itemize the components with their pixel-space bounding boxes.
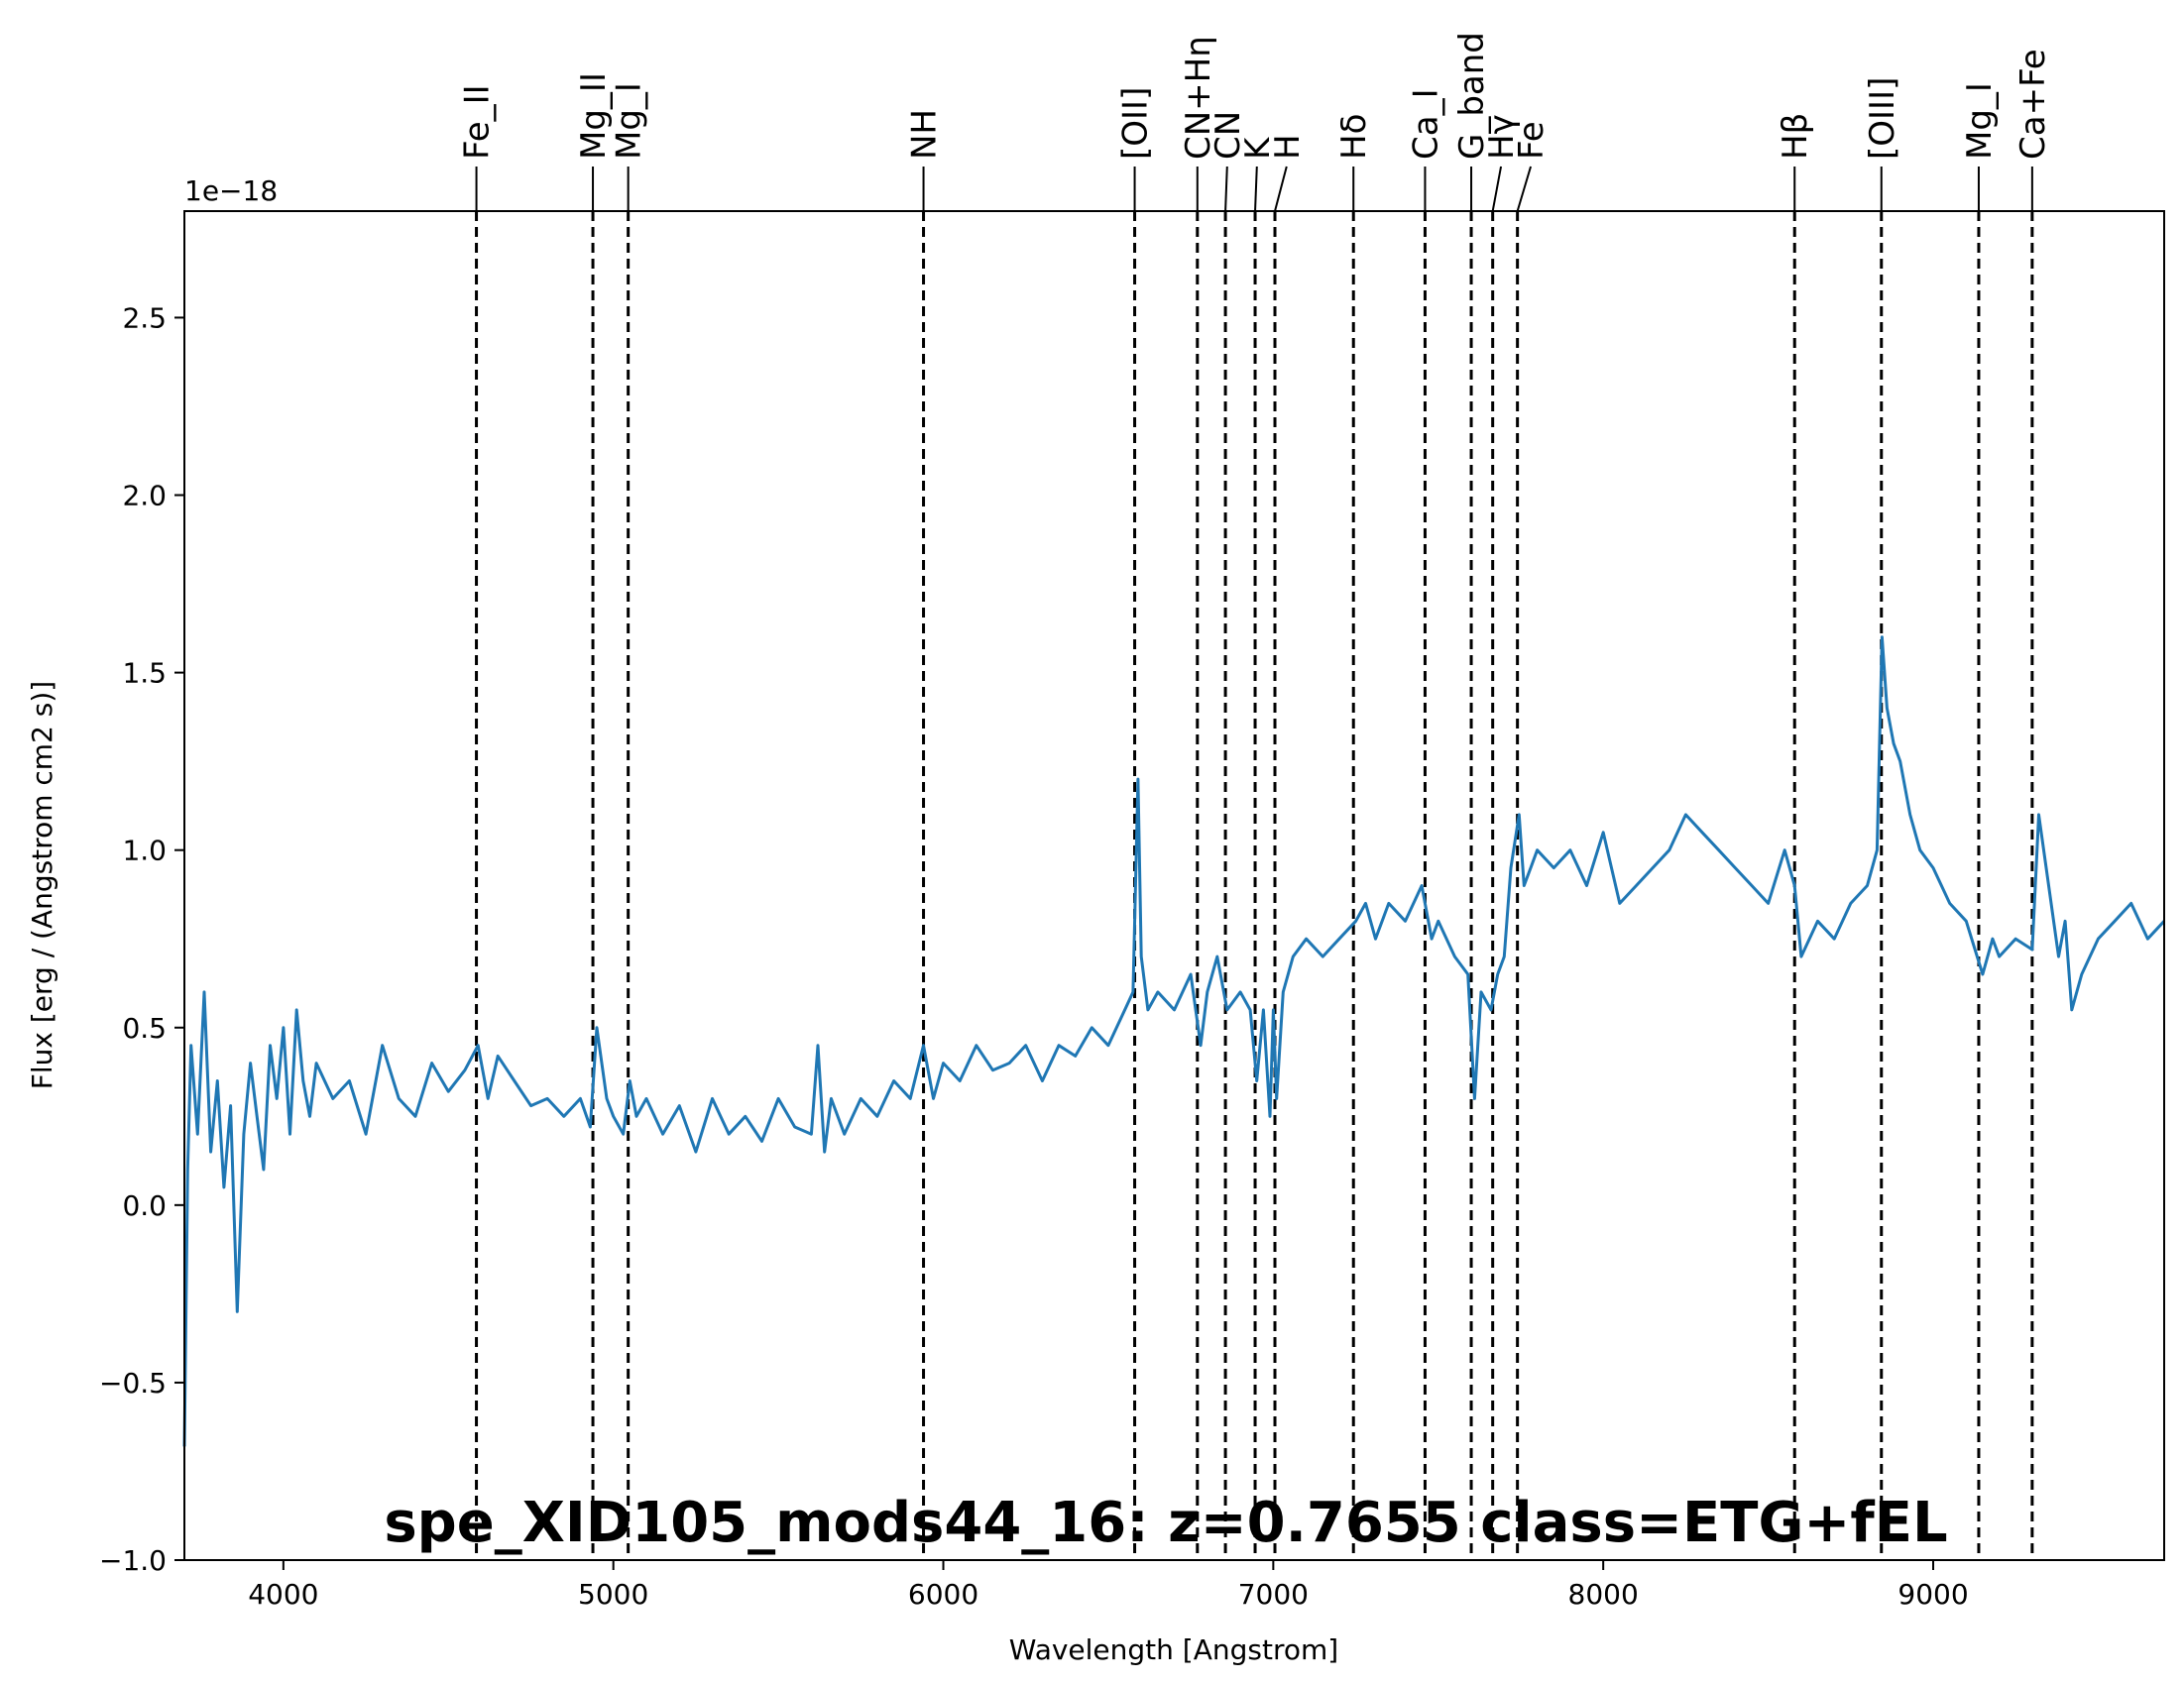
y-tick-label: 0.5 (122, 1012, 167, 1045)
x-tick-label: 5000 (578, 1578, 648, 1611)
y-tick-label: 1.5 (122, 657, 167, 690)
x-tick-label: 4000 (248, 1578, 318, 1611)
plot-frame (183, 210, 2165, 1561)
line-marker-label: Hβ (1776, 113, 1815, 160)
y-tick-label: −1.0 (99, 1544, 167, 1577)
line-marker-label: Ca+Fe (2013, 49, 2053, 160)
line-marker-leader (1254, 166, 1258, 212)
line-marker-label: K (1238, 136, 1278, 160)
line-marker-label: Fe (1512, 121, 1552, 160)
line-marker-label: H (1268, 134, 1308, 160)
line-marker-label: Hγ (1482, 114, 1522, 160)
x-tick-label: 6000 (908, 1578, 978, 1611)
y-tick-label: −0.5 (99, 1367, 167, 1400)
y-tick-label: 2.5 (122, 301, 167, 334)
y-axis-ticks: −1.0 −0.5 0.0 0.5 1.0 1.5 2.0 2.5 (99, 301, 184, 1577)
x-tick-label: 7000 (1238, 1578, 1309, 1611)
y-tick-label: 1.0 (122, 835, 167, 867)
line-marker-leader (1516, 166, 1533, 212)
x-axis-label: Wavelength [Angstrom] (1009, 1633, 1338, 1666)
spectrum-series-line (182, 635, 2166, 1447)
line-marker-label: Mg_I (1960, 82, 2000, 160)
spectral-line-markers (475, 166, 2034, 1560)
y-offset-label: 1e−18 (184, 174, 278, 207)
x-tick-label: 8000 (1568, 1578, 1639, 1611)
x-tick-label: 9000 (1897, 1578, 1968, 1611)
y-axis-label: Flux [erg / (Angstrom cm2 s)] (26, 681, 58, 1089)
line-marker-label: [OII] (1116, 87, 1156, 160)
line-marker-leader (1274, 166, 1288, 212)
line-marker-label: Hδ (1334, 114, 1374, 160)
line-marker-label: Fe_II (458, 84, 498, 160)
x-axis-ticks: 4000 5000 6000 7000 8000 9000 (248, 1560, 1969, 1611)
line-marker-label: G_band (1452, 32, 1492, 160)
line-marker-label: Ca_I (1406, 88, 1445, 160)
line-marker-label: NH (905, 109, 945, 160)
y-tick-label: 2.0 (122, 480, 167, 512)
y-tick-label: 0.0 (122, 1189, 167, 1222)
line-marker-leader (1224, 166, 1228, 212)
line-marker-label: CN (1208, 111, 1248, 160)
line-marker-leader (1491, 166, 1503, 212)
line-marker-label: Mg_II (574, 72, 614, 160)
chart-title: spe_XID105_mods44_16: z=0.7655 class=ETG… (384, 1491, 1947, 1555)
line-marker-label: [OIII] (1863, 77, 1902, 160)
line-marker-label: CN+Hη (1179, 36, 1218, 160)
line-marker-label: Mg_I (610, 82, 649, 160)
